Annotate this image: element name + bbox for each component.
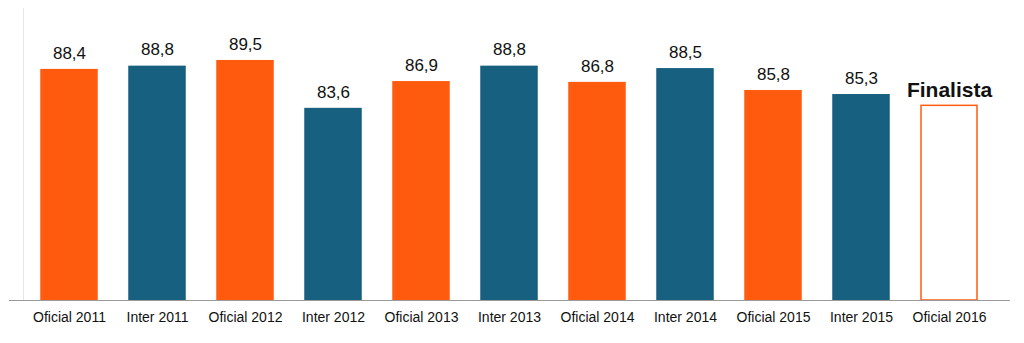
svg-text:Oficial 2013: Oficial 2013: [385, 309, 459, 325]
svg-text:86,8: 86,8: [581, 57, 614, 76]
svg-text:Inter 2011: Inter 2011: [126, 309, 188, 325]
svg-text:Oficial 2014: Oficial 2014: [561, 309, 635, 325]
svg-text:Inter 2015: Inter 2015: [830, 309, 893, 325]
svg-text:Oficial 2012: Oficial 2012: [209, 309, 283, 325]
svg-text:Oficial 2015: Oficial 2015: [737, 309, 811, 325]
svg-text:Oficial 2011: Oficial 2011: [33, 309, 106, 325]
svg-text:Inter 2012: Inter 2012: [302, 309, 365, 325]
svg-text:88,8: 88,8: [493, 40, 526, 59]
svg-text:Oficial 2016: Oficial 2016: [913, 309, 987, 325]
svg-text:85,3: 85,3: [845, 69, 878, 88]
svg-text:85,8: 85,8: [757, 65, 790, 84]
svg-text:88,4: 88,4: [53, 44, 86, 63]
svg-text:89,5: 89,5: [229, 35, 262, 54]
svg-text:88,5: 88,5: [669, 43, 702, 62]
svg-text:88,8: 88,8: [141, 40, 174, 59]
svg-text:86,9: 86,9: [405, 56, 438, 75]
svg-text:Finalista: Finalista: [907, 78, 993, 101]
svg-text:Inter 2013: Inter 2013: [478, 309, 541, 325]
svg-text:83,6: 83,6: [317, 83, 350, 102]
svg-text:Inter 2014: Inter 2014: [654, 309, 717, 325]
